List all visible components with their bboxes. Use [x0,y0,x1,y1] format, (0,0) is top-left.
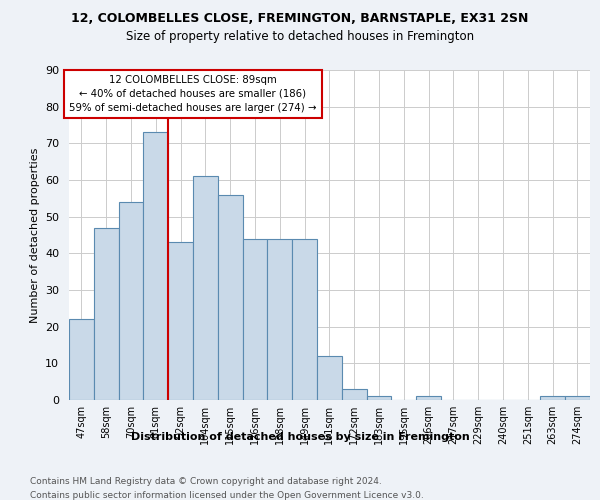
Bar [342,389,367,400]
Text: Contains public sector information licensed under the Open Government Licence v3: Contains public sector information licen… [30,491,424,500]
Bar [367,396,391,400]
Text: Size of property relative to detached houses in Fremington: Size of property relative to detached ho… [126,30,474,43]
Text: Distribution of detached houses by size in Fremington: Distribution of detached houses by size … [131,432,469,442]
Bar [143,132,168,400]
Text: Contains HM Land Registry data © Crown copyright and database right 2024.: Contains HM Land Registry data © Crown c… [30,478,382,486]
Bar [193,176,218,400]
Text: 12 COLOMBELLES CLOSE: 89sqm
← 40% of detached houses are smaller (186)
59% of se: 12 COLOMBELLES CLOSE: 89sqm ← 40% of det… [69,75,317,113]
Bar [69,320,94,400]
Text: 12, COLOMBELLES CLOSE, FREMINGTON, BARNSTAPLE, EX31 2SN: 12, COLOMBELLES CLOSE, FREMINGTON, BARNS… [71,12,529,26]
Y-axis label: Number of detached properties: Number of detached properties [29,148,40,322]
Bar [540,396,565,400]
Bar [168,242,193,400]
Bar [317,356,342,400]
Bar [218,194,242,400]
Bar [242,238,268,400]
Bar [565,396,590,400]
Bar [119,202,143,400]
Bar [94,228,119,400]
Bar [416,396,441,400]
Bar [292,238,317,400]
Bar [268,238,292,400]
